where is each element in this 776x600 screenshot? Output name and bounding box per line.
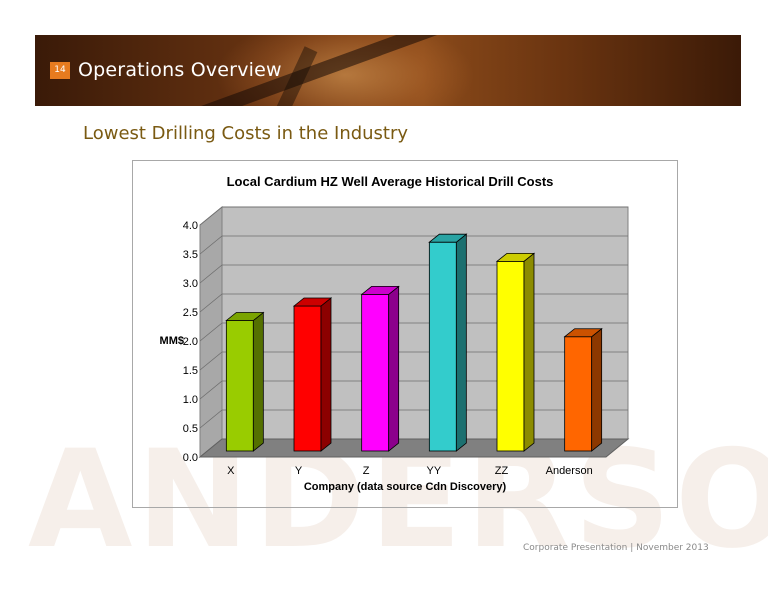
bar-z <box>360 285 400 452</box>
gridline <box>199 206 628 226</box>
bar-top <box>360 285 400 295</box>
bar-front <box>564 336 593 452</box>
bar-front <box>225 320 254 452</box>
bar-front <box>293 305 322 452</box>
y-tick-label: 1.0 <box>183 394 198 406</box>
bar-front <box>428 241 457 452</box>
x-axis-label: Company (data source Cdn Discovery) <box>304 481 507 493</box>
bar-side <box>591 327 603 452</box>
header-banner <box>35 35 741 106</box>
bar-side <box>523 252 535 452</box>
x-tick-label: Y <box>295 465 303 477</box>
x-axis-ticks: X Y Z YY ZZ Anderson <box>227 465 593 477</box>
slide-subtitle: Lowest Drilling Costs in the Industry <box>83 123 409 144</box>
chart-frame <box>132 160 678 508</box>
x-tick-label: Z <box>363 465 370 477</box>
y-tick-label: 1.5 <box>183 365 198 377</box>
gridline <box>199 293 628 313</box>
x-tick-label: Anderson <box>546 465 593 477</box>
page-number: 14 <box>50 62 70 79</box>
bar-side <box>388 285 400 452</box>
bar-top <box>495 252 536 262</box>
y-axis-ticks: 0.0 0.5 1.0 1.5 2.0 2.5 3.0 3.5 4.0 <box>183 220 198 464</box>
bar-series <box>225 233 603 452</box>
y-tick-label: 2.0 <box>183 336 198 348</box>
bar-top <box>428 233 468 243</box>
bar-front <box>496 260 525 452</box>
chart-title: Local Cardium HZ Well Average Historical… <box>227 174 554 189</box>
x-tick-label: X <box>227 465 235 477</box>
gridline <box>199 380 628 400</box>
bar-side <box>320 297 332 452</box>
watermark-logo: ANDERSON <box>28 440 768 560</box>
bar-side <box>252 311 264 452</box>
y-axis-label: MM$ <box>160 335 184 347</box>
footer-text: Corporate Presentation | November 2013 <box>523 543 709 553</box>
y-tick-label: 3.5 <box>183 249 198 261</box>
bar-top <box>292 297 333 307</box>
bar-y <box>292 297 333 452</box>
chart-gridlines <box>199 206 628 429</box>
bar-side <box>455 233 467 452</box>
bar-zz <box>495 252 536 452</box>
chart-walls <box>198 205 630 459</box>
gridline <box>199 264 628 284</box>
floor <box>198 438 630 458</box>
bar-front <box>361 293 390 452</box>
gridline <box>199 409 628 429</box>
y-tick-label: 2.5 <box>183 307 198 319</box>
y-tick-label: 3.0 <box>183 278 198 290</box>
bar-yy <box>428 233 468 452</box>
bar-top <box>563 328 603 338</box>
gridline <box>199 351 628 371</box>
y-tick-label: 0.0 <box>183 452 198 464</box>
gridline <box>199 322 628 342</box>
slide-title: Operations Overview <box>78 59 282 81</box>
y-tick-label: 4.0 <box>183 220 198 232</box>
x-tick-label: ZZ <box>495 465 509 477</box>
bar-x <box>225 311 265 452</box>
bar-anderson <box>563 327 603 452</box>
gridline <box>199 235 628 255</box>
bar-top <box>225 312 265 321</box>
y-tick-label: 0.5 <box>183 423 198 435</box>
x-tick-label: YY <box>426 465 441 477</box>
